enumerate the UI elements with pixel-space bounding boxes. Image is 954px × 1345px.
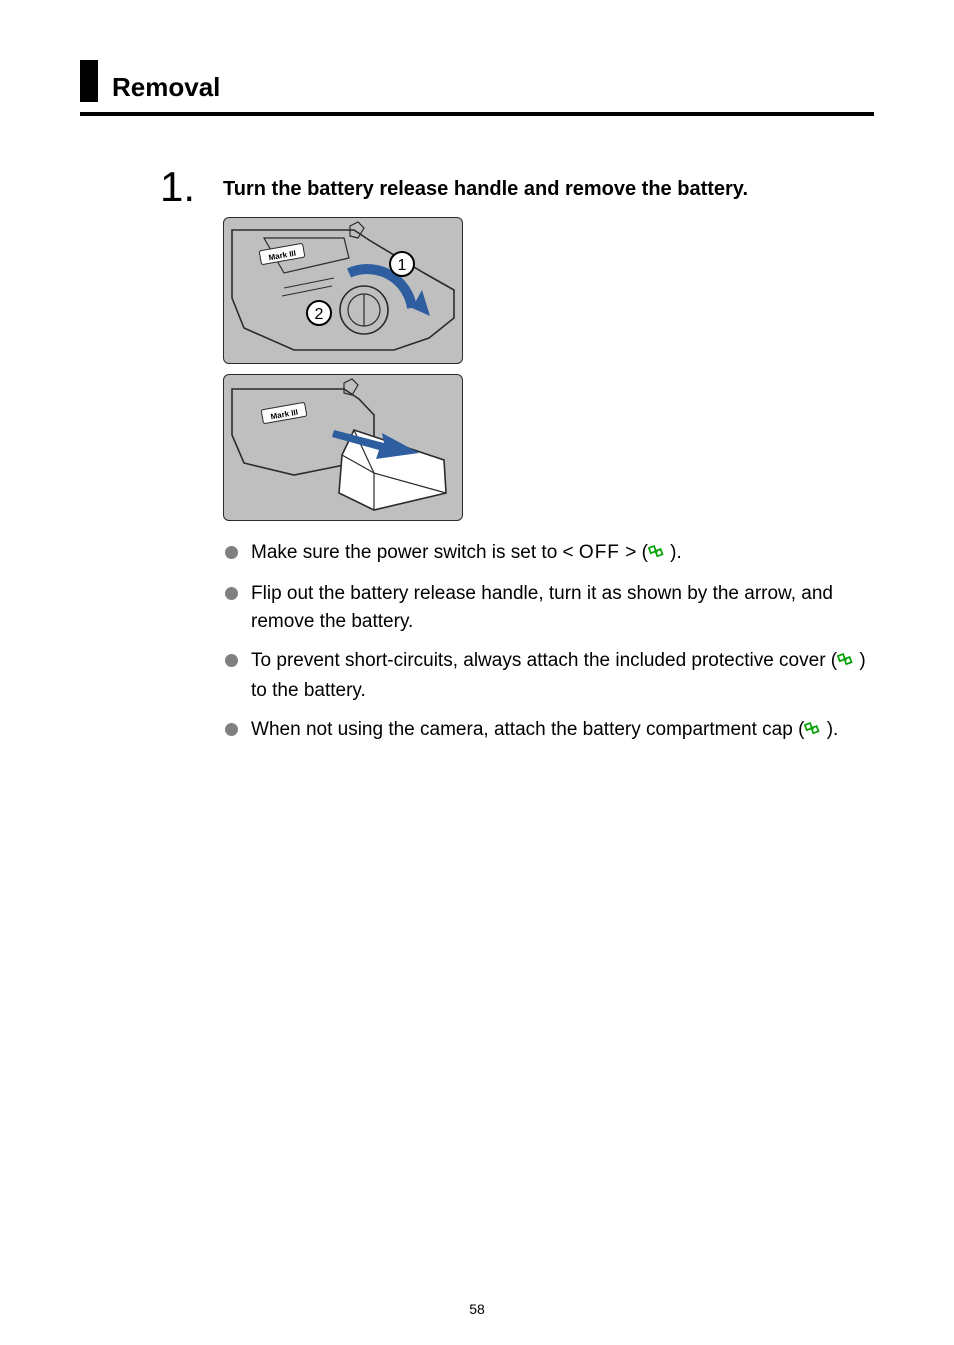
bullet-item-2: To prevent short-circuits, always attach… bbox=[223, 647, 874, 706]
bullet-0-pre: Make sure the power switch is set to < bbox=[251, 542, 579, 563]
bullet-0-mid: > ( bbox=[620, 542, 648, 563]
bullet-dot-icon bbox=[225, 654, 238, 667]
bullet-item-1: Flip out the battery release handle, tur… bbox=[223, 580, 874, 637]
bullet-3-post: ). bbox=[821, 719, 838, 740]
figure-1: Mark III 1 2 bbox=[223, 217, 463, 364]
step-row: 1. Turn the battery release handle and r… bbox=[160, 166, 874, 756]
step-content: Turn the battery release handle and remo… bbox=[223, 166, 874, 756]
off-glyph: OFF bbox=[579, 542, 620, 563]
bullet-0-post: ). bbox=[665, 542, 682, 563]
figure-2: Mark III bbox=[223, 374, 463, 521]
cross-reference-link-icon[interactable] bbox=[804, 718, 821, 747]
header-title: Removal bbox=[112, 74, 220, 102]
cross-reference-link-icon[interactable] bbox=[648, 541, 665, 570]
page: Removal 1. Turn the battery release hand… bbox=[0, 0, 954, 1345]
page-number: 58 bbox=[0, 1301, 954, 1317]
step-title: Turn the battery release handle and remo… bbox=[223, 178, 874, 201]
bullet-dot-icon bbox=[225, 723, 238, 736]
cross-reference-link-icon[interactable] bbox=[837, 649, 854, 678]
figure1-callout-1: 1 bbox=[398, 257, 407, 274]
figure1-callout-2: 2 bbox=[315, 306, 324, 323]
bullet-list: Make sure the power switch is set to < O… bbox=[223, 539, 874, 746]
bullet-1-pre: Flip out the battery release handle, tur… bbox=[251, 583, 833, 633]
bullet-item-0: Make sure the power switch is set to < O… bbox=[223, 539, 874, 570]
header-rule bbox=[80, 112, 874, 116]
section-header: Removal bbox=[80, 60, 874, 102]
header-bar bbox=[80, 60, 98, 102]
step-number: 1. bbox=[160, 166, 195, 208]
bullet-item-3: When not using the camera, attach the ba… bbox=[223, 716, 874, 747]
bullet-dot-icon bbox=[225, 546, 238, 559]
bullet-dot-icon bbox=[225, 587, 238, 600]
bullet-2-pre: To prevent short-circuits, always attach… bbox=[251, 650, 837, 671]
bullet-3-pre: When not using the camera, attach the ba… bbox=[251, 719, 804, 740]
